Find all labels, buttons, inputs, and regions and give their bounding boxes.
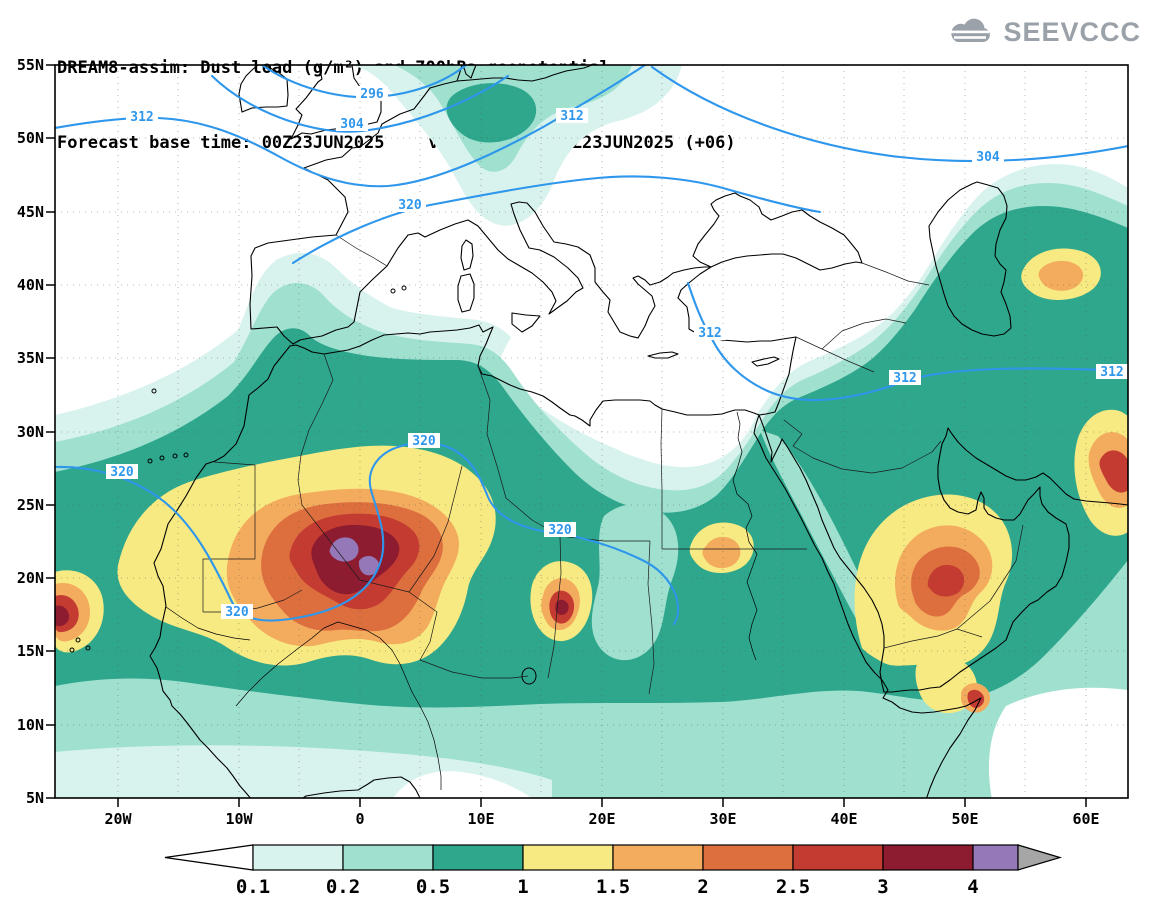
graticule — [55, 65, 1128, 798]
mediterranean-clear-area — [499, 270, 785, 468]
axis-ticks — [46, 64, 1087, 807]
colorbar-arrow-high — [1017, 844, 1063, 871]
lat-label: 35N — [17, 349, 44, 367]
colorbar: 0.1 0.2 0.5 1 1.5 2 2.5 3 4 — [164, 844, 1063, 898]
colorbar-label: 1 — [517, 876, 528, 898]
lon-label: 20E — [588, 810, 615, 828]
contour-304-west — [210, 74, 510, 133]
dust-field-4 — [329, 537, 379, 576]
lon-label: 60E — [1072, 810, 1099, 828]
colorbar-cell — [432, 844, 524, 871]
contour-320-europe — [291, 175, 822, 265]
colorbar-labels: 0.1 0.2 0.5 1 1.5 2 2.5 3 4 — [236, 876, 979, 898]
contour-label: 296 — [360, 87, 384, 102]
colorbar-label: 0.1 — [236, 876, 270, 898]
contour-label: 320 — [548, 523, 572, 538]
colorbar-label: 2.5 — [776, 876, 810, 898]
lon-label: 0 — [355, 810, 364, 828]
colorbar-cell — [522, 844, 614, 871]
contour-label: 304 — [976, 150, 1000, 165]
colorbar-cell — [882, 844, 974, 871]
colorbar-arrow-low — [164, 844, 254, 871]
contour-label: 312 — [893, 371, 916, 386]
contour-label: 320 — [398, 198, 422, 213]
contour-label: 320 — [110, 465, 134, 480]
colorbar-label: 1.5 — [596, 876, 630, 898]
colorbar-cell — [792, 844, 884, 871]
contour-label: 320 — [225, 605, 249, 620]
lat-label: 55N — [17, 56, 44, 74]
rivers — [165, 411, 758, 790]
colorbar-cell — [252, 844, 344, 871]
lon-label: 30E — [709, 810, 736, 828]
lon-label: 40E — [830, 810, 857, 828]
colorbar-cell — [342, 844, 434, 871]
small-islands — [69, 285, 537, 685]
lon-label: 10E — [467, 810, 494, 828]
lat-label: 50N — [17, 129, 44, 147]
seevccc-logo: SEEVCCC — [946, 16, 1141, 48]
lat-label: 15N — [17, 642, 44, 660]
dust-light-holes — [591, 430, 886, 661]
colorbar-cell — [612, 844, 704, 871]
lon-label: 50E — [951, 810, 978, 828]
seevccc-logo-text: SEEVCCC — [1003, 16, 1141, 47]
colorbar-cell — [702, 844, 794, 871]
lon-axis-labels: 20W 10W 0 10E 20E 30E 40E 50E 60E — [104, 810, 1099, 828]
lat-label: 25N — [17, 496, 44, 514]
dust-field-3 — [55, 524, 569, 627]
contour-320-africa — [55, 441, 680, 626]
contour-label: 312 — [130, 110, 153, 125]
contour-label: 312 — [698, 326, 721, 341]
seevccc-cloud-icon — [951, 18, 991, 42]
lat-label: 10N — [17, 716, 44, 734]
contour-304-east — [650, 65, 1128, 163]
colorbar-label: 3 — [877, 876, 888, 898]
contour-value-labels: 296 304 304 312 312 312 312 312 320 320 … — [106, 86, 1128, 620]
contour-label: 320 — [412, 434, 436, 449]
colorbar-cell — [972, 844, 1019, 871]
colorbar-label: 0.2 — [326, 876, 360, 898]
contour-label: 304 — [340, 117, 364, 132]
lat-axis-labels: 55N 50N 45N 40N 35N 30N 25N 20N 15N 10N … — [17, 56, 44, 807]
lon-label: 20W — [104, 810, 132, 828]
lat-label: 45N — [17, 203, 44, 221]
colorbar-label: 0.5 — [416, 876, 450, 898]
colorbar-label: 2 — [697, 876, 708, 898]
lat-label: 5N — [26, 789, 44, 807]
country-borders — [202, 234, 1024, 695]
lon-label: 10W — [225, 810, 253, 828]
lat-label: 20N — [17, 569, 44, 587]
lat-label: 30N — [17, 423, 44, 441]
ocean-clear-patches — [393, 687, 1128, 798]
lat-label: 40N — [17, 276, 44, 294]
colorbar-label: 4 — [967, 876, 978, 898]
contour-label: 312 — [560, 109, 583, 124]
contour-label: 312 — [1100, 365, 1123, 380]
